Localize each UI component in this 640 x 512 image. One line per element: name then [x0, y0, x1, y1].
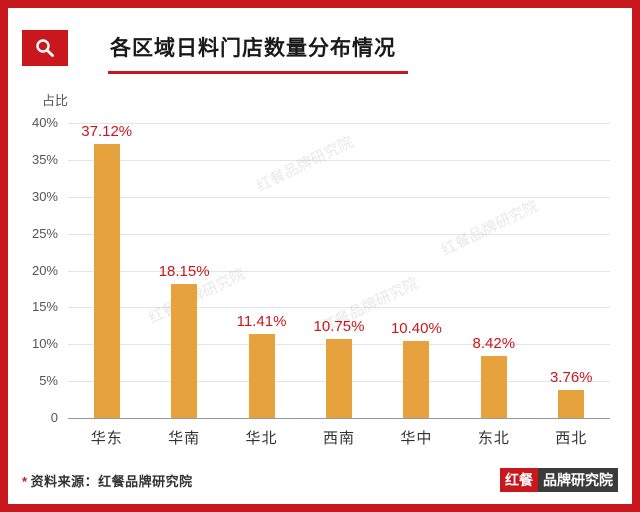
header: 各区域日料门店数量分布情况: [8, 8, 632, 74]
source-note: * 资料来源：红餐品牌研究院: [22, 471, 193, 490]
bar-slot: 11.41%: [223, 123, 300, 418]
bar-value-label: 10.75%: [313, 317, 365, 335]
x-axis-category: 华中: [400, 430, 433, 447]
y-axis-tick: 40%: [31, 115, 58, 130]
y-axis-tick: 25%: [31, 225, 58, 241]
brand-logo-right: 品牌研究院: [538, 468, 618, 492]
bar-value-label: 10.40%: [390, 320, 442, 338]
brand-logo-left: 红餐: [500, 468, 538, 492]
y-axis-tick: 10%: [31, 336, 58, 352]
bar-chart-plot: 红餐品牌研究院 红餐品牌研究院 红餐品牌研究院 红餐品牌研究院 40%35%30…: [32, 115, 610, 425]
x-axis-category: 华南: [168, 430, 201, 447]
bar-value-label: 37.12%: [81, 123, 133, 141]
bar-slot: 3.76%: [533, 123, 610, 418]
gridline: [68, 307, 610, 309]
bar-华中: [403, 341, 430, 418]
bar-slot: 37.12%: [68, 123, 145, 418]
gridline: [68, 159, 610, 161]
footer: * 资料来源：红餐品牌研究院 红餐 品牌研究院: [22, 468, 618, 492]
bar-value-label: 8.42%: [472, 334, 516, 352]
brand-logo: 红餐 品牌研究院: [500, 468, 618, 492]
gridline: [68, 233, 610, 235]
x-axis-category: 华北: [245, 430, 278, 447]
bar-华东: [93, 144, 120, 418]
magnifier-badge: [22, 30, 68, 66]
bar-value-label: 11.41%: [236, 312, 287, 330]
bar-华北: [248, 333, 275, 418]
x-axis-category: 东北: [477, 430, 510, 447]
source-text: 资料来源：红餐品牌研究院: [30, 473, 193, 489]
x-axis-categories: 华东 华南 华北 西南 华中 东北 西北: [68, 427, 610, 448]
y-axis-title: 占比: [42, 93, 69, 108]
y-axis-tick: 20%: [31, 262, 58, 278]
bar-slot: 8.42%: [455, 123, 532, 418]
bar-slot: 10.40%: [378, 123, 455, 418]
x-axis-category: 华东: [90, 430, 123, 447]
chart-card: 各区域日料门店数量分布情况 占比 红餐品牌研究院 红餐品牌研究院 红餐品牌研究院…: [8, 8, 632, 504]
y-axis-tick: 5%: [39, 373, 58, 389]
bar-西北: [558, 390, 585, 418]
y-axis-tick: 35%: [31, 151, 58, 167]
bar-slot: 18.15%: [145, 123, 222, 418]
bar-华南: [171, 284, 198, 418]
magnifier-icon: [36, 39, 54, 57]
source-asterisk: *: [22, 473, 28, 489]
page-title: 各区域日料门店数量分布情况: [108, 30, 408, 74]
gridline: [68, 123, 610, 124]
x-axis-category: 西北: [555, 430, 588, 447]
bars-container: 37.12% 18.15% 11.41% 10.75% 10.40% 8.42% 3.76%: [68, 123, 610, 418]
y-axis-tick: 0: [50, 410, 58, 425]
bar-slot: 10.75%: [300, 123, 377, 418]
bar-value-label: 3.76%: [549, 369, 593, 387]
y-axis-tick: 30%: [31, 188, 58, 204]
gridline: [68, 270, 610, 272]
bar-东北: [480, 355, 507, 418]
y-axis-tick: 15%: [31, 299, 58, 315]
x-axis-category: 西南: [322, 430, 355, 447]
bar-value-label: 18.15%: [158, 263, 210, 281]
bar-西南: [325, 338, 352, 418]
gridline: [68, 196, 610, 198]
